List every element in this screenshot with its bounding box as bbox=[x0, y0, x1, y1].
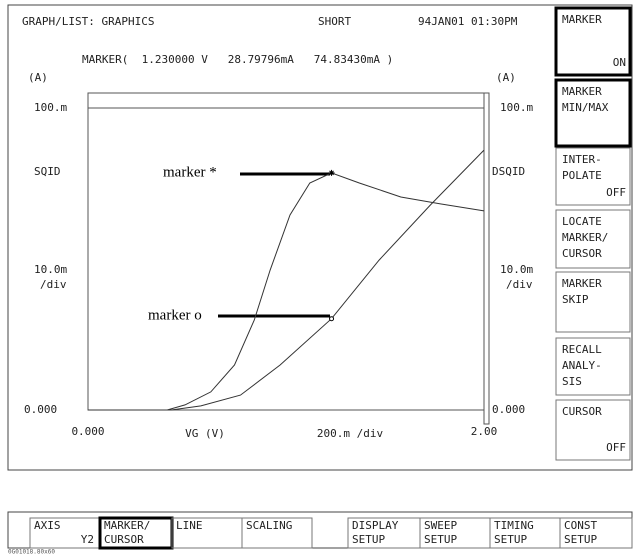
bottom-key-label: SETUP bbox=[424, 533, 457, 546]
bottom-key-label: CONST bbox=[564, 519, 597, 532]
y2-bottom: 0.000 bbox=[492, 403, 525, 416]
side-key[interactable] bbox=[555, 271, 631, 333]
annotation: marker o bbox=[148, 307, 202, 323]
x-min: 0.000 bbox=[71, 425, 104, 438]
side-key-label: MIN/MAX bbox=[562, 101, 609, 114]
bottom-key-label: AXIS bbox=[34, 519, 61, 532]
y2-per: /div bbox=[506, 278, 533, 291]
side-keys: MARKER ON MARKER MIN/MAX INTER- POLATE OFF LOCA… bbox=[554, 6, 632, 461]
side-key-label: ANALY- bbox=[562, 359, 602, 372]
side-key-label: MARKER bbox=[562, 277, 602, 290]
side-key-label: POLATE bbox=[562, 169, 602, 182]
side-key-label: RECALL bbox=[562, 343, 602, 356]
bottom-key-label: SWEEP bbox=[424, 519, 457, 532]
x-scale: 200.m /div bbox=[317, 427, 384, 440]
side-key-label: ON bbox=[613, 56, 626, 69]
bottom-key[interactable] bbox=[559, 517, 633, 549]
curves bbox=[88, 149, 485, 411]
side-key-label: CURSOR bbox=[562, 405, 602, 418]
bottom-key[interactable] bbox=[241, 517, 313, 549]
y1-top: 100.m bbox=[34, 101, 67, 114]
curve bbox=[88, 172, 485, 411]
bottom-key-label: TIMING bbox=[494, 519, 534, 532]
side-key-label: OFF bbox=[606, 186, 626, 199]
plot-frame bbox=[87, 92, 485, 411]
side-key-label: INTER- bbox=[562, 153, 602, 166]
side-key-label: CURSOR bbox=[562, 247, 602, 260]
screen-frame bbox=[7, 4, 633, 471]
bottom-key-label: DISPLAY bbox=[352, 519, 399, 532]
bottom-key-label: MARKER/ bbox=[104, 519, 150, 532]
side-key[interactable] bbox=[555, 147, 631, 206]
x-name: VG (V) bbox=[185, 427, 225, 440]
bottom-key-label: SETUP bbox=[494, 533, 527, 546]
side-key[interactable] bbox=[555, 209, 631, 269]
mode: SHORT bbox=[318, 15, 351, 28]
marker-readout: MARKER( 1.230000 V 28.79796mA 74.83430mA… bbox=[82, 53, 393, 66]
y1-name: SQID bbox=[34, 165, 61, 178]
side-key-label: MARKER bbox=[562, 13, 602, 26]
bottom-key-label: SCALING bbox=[246, 519, 292, 532]
side-key-label: LOCATE bbox=[562, 215, 602, 228]
y2-top: 100.m bbox=[500, 101, 533, 114]
timestamp: 94JAN01 01:30PM bbox=[418, 15, 518, 28]
title: GRAPH/LIST: GRAPHICS bbox=[22, 15, 154, 28]
y1-scale: 10.0m bbox=[34, 263, 67, 276]
side-key[interactable] bbox=[555, 337, 631, 396]
bottom-key-label: CURSOR bbox=[104, 533, 144, 546]
curve bbox=[88, 149, 485, 411]
bottom-key-label: Y2 bbox=[81, 533, 94, 546]
side-key[interactable] bbox=[554, 6, 632, 77]
y2-scale: 10.0m bbox=[500, 263, 533, 276]
y1-unit: (A) bbox=[28, 71, 48, 84]
y2-unit: (A) bbox=[496, 71, 516, 84]
bottom-key-label: SETUP bbox=[352, 533, 385, 546]
bottom-key-label: SETUP bbox=[564, 533, 597, 546]
bottom-key-label: LINE bbox=[176, 519, 203, 532]
side-key-label: OFF bbox=[606, 441, 626, 454]
side-key[interactable] bbox=[554, 78, 632, 148]
side-key-label: MARKER/ bbox=[562, 231, 608, 244]
y2-bar bbox=[483, 92, 490, 425]
y1-per: /div bbox=[40, 278, 67, 291]
y1-bottom: 0.000 bbox=[24, 403, 57, 416]
x-max: 2.00 bbox=[471, 425, 498, 438]
y2-name: DSQID bbox=[492, 165, 525, 178]
marker-circle bbox=[329, 316, 335, 322]
side-key[interactable] bbox=[555, 399, 631, 461]
marker-star bbox=[328, 169, 335, 176]
side-key-label: SKIP bbox=[562, 293, 589, 306]
footnote: 0G01018.80x60 bbox=[8, 549, 55, 556]
side-key-label: SIS bbox=[562, 375, 582, 388]
annotation: marker * bbox=[163, 164, 217, 180]
side-key-label: MARKER bbox=[562, 85, 602, 98]
